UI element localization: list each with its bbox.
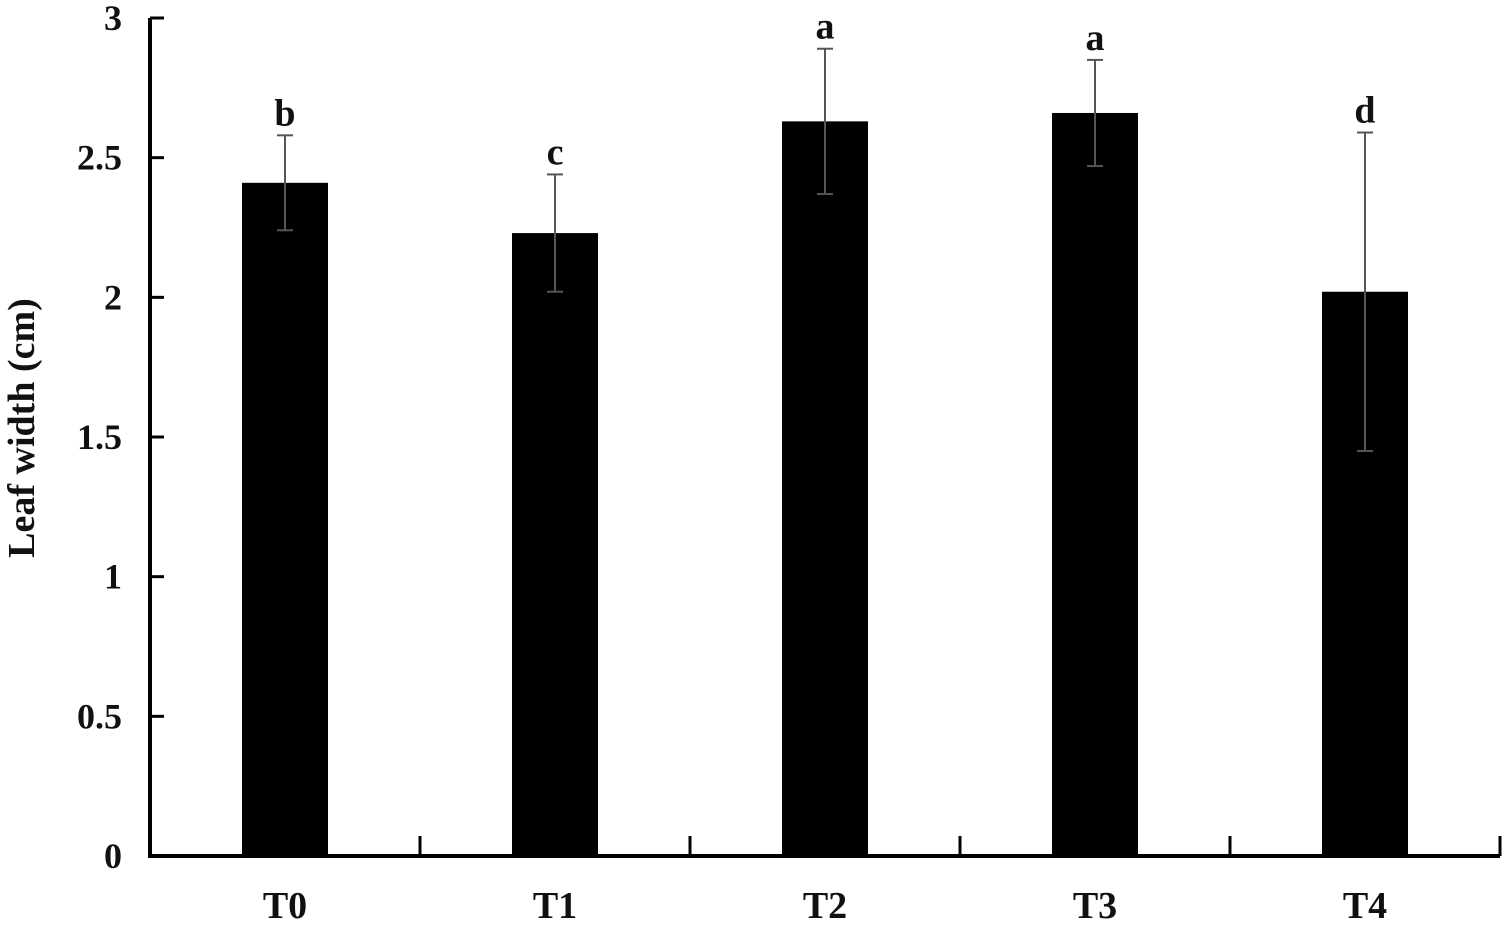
error-bars xyxy=(277,47,1373,452)
y-ticks: 0 0.5 1 1.5 2 2.5 3 xyxy=(77,0,164,876)
error-bar xyxy=(817,47,833,195)
error-bar xyxy=(1087,58,1103,168)
x-category-label: T1 xyxy=(533,885,577,927)
y-tick-label: 3 xyxy=(104,0,122,38)
significance-letter: d xyxy=(1354,90,1375,132)
y-tick-label: 1.5 xyxy=(77,417,122,457)
y-tick-label: 0 xyxy=(104,836,122,876)
y-tick-label: 1 xyxy=(104,557,122,597)
error-bar xyxy=(1357,131,1373,452)
x-category-label: T2 xyxy=(803,885,847,927)
bar xyxy=(242,182,328,857)
bar xyxy=(512,233,598,856)
significance-letter: a xyxy=(816,6,835,48)
bar xyxy=(1052,112,1138,857)
y-tick-label: 2.5 xyxy=(77,138,122,178)
x-category-label: T3 xyxy=(1073,885,1117,927)
y-tick-label: 2 xyxy=(104,277,122,317)
significance-letter: b xyxy=(274,92,295,134)
bar xyxy=(782,121,868,856)
significance-letter: a xyxy=(1086,17,1105,59)
error-bar xyxy=(547,173,563,293)
significance-letters: b c a a d xyxy=(274,6,1375,174)
error-bar xyxy=(277,134,293,232)
significance-letter: c xyxy=(547,131,564,173)
x-category-label: T4 xyxy=(1343,885,1387,927)
bars xyxy=(242,112,1408,857)
y-axis-title: Leaf width (cm) xyxy=(1,298,43,558)
x-category-label: T0 xyxy=(263,885,307,927)
x-ticks: T0 T1 T2 T3 T4 xyxy=(263,836,1502,927)
y-tick-label: 0.5 xyxy=(77,696,122,736)
